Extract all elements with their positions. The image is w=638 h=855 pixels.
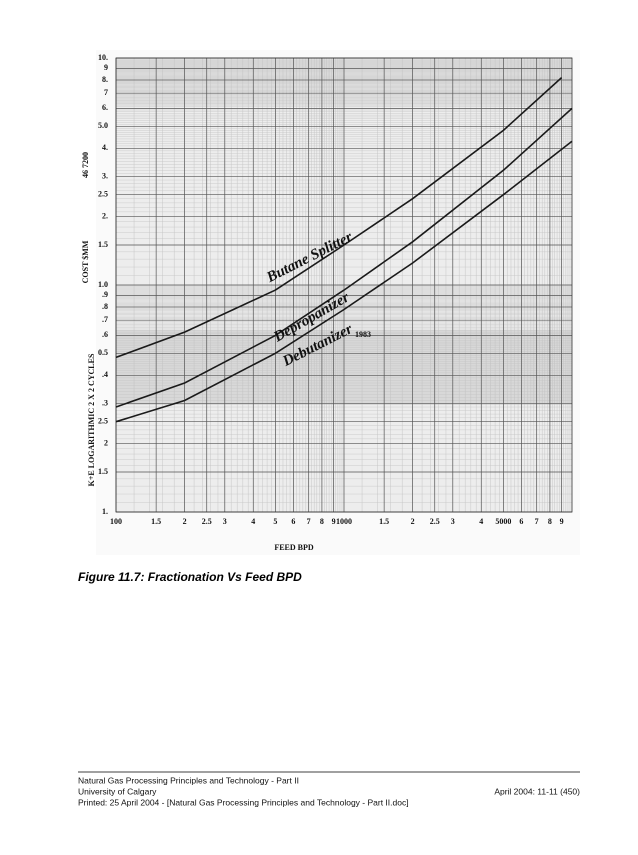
y-tick-label: .4 [102, 370, 108, 379]
y-tick-label: .7 [102, 315, 108, 324]
y-tick-label: .8 [102, 302, 108, 311]
footer-line: Printed: 25 April 2004 - [Natural Gas Pr… [78, 797, 409, 807]
x-tick-label: 9 [332, 517, 336, 526]
y-tick-label: 10. [98, 53, 108, 62]
footer-line: Natural Gas Processing Principles and Te… [78, 775, 299, 785]
y-tick-label: 4. [102, 143, 108, 152]
side-note: K+E LOGARITHMIC 2 X 2 CYCLES [87, 353, 96, 486]
x-tick-label: 1000 [336, 517, 352, 526]
y-tick-label: 1. [102, 507, 108, 516]
y-tick-label: 3. [102, 172, 108, 181]
x-tick-label: 3 [451, 517, 455, 526]
y-tick-label: 7 [104, 88, 108, 97]
side-note: 46 7200 [81, 152, 90, 178]
x-tick-label: 5000 [495, 517, 511, 526]
footer-line: University of Calgary [78, 786, 157, 796]
y-tick-label: 9 [104, 63, 108, 72]
caption: Figure 11.7: Fractionation Vs Feed BPD [78, 570, 302, 584]
x-tick-label: 1.5 [151, 517, 161, 526]
x-tick-label: 1.5 [379, 517, 389, 526]
y-tick-label: 1.5 [98, 467, 108, 476]
footer-right: April 2004: 11-11 (450) [494, 786, 580, 796]
y-axis-label: COST $MM [81, 240, 90, 283]
x-tick-label: 9 [560, 517, 564, 526]
x-tick-label: 3 [223, 517, 227, 526]
x-axis-label: FEED BPD [274, 543, 314, 552]
curve [115, 140, 573, 423]
x-tick-label: 2 [411, 517, 415, 526]
x-tick-label: 8 [548, 517, 552, 526]
y-tick-label: 6. [102, 103, 108, 112]
x-tick-label: 7 [535, 517, 539, 526]
x-tick-label: 7 [307, 517, 311, 526]
x-tick-label: 8 [320, 517, 324, 526]
y-tick-label: 1.0 [98, 280, 108, 289]
x-tick-label: 100 [110, 517, 122, 526]
y-tick-label: 2. [102, 211, 108, 220]
y-tick-label: .9 [102, 290, 108, 299]
x-tick-label: 2 [183, 517, 187, 526]
y-tick-label: 8. [102, 75, 108, 84]
y-tick-label: .6 [102, 330, 108, 339]
y-tick-label: .3 [102, 399, 108, 408]
x-tick-label: 6 [291, 517, 295, 526]
curve [115, 107, 573, 408]
curve [115, 77, 563, 359]
x-tick-label: 5 [273, 517, 277, 526]
plot-frame [115, 57, 573, 513]
y-tick-label: 5.0 [98, 121, 108, 130]
y-tick-label: 1.5 [98, 240, 108, 249]
x-tick-label: 4 [251, 517, 255, 526]
x-tick-label: 6 [519, 517, 523, 526]
y-tick-label: 2 [104, 438, 108, 447]
y-tick-label: 2.5 [98, 416, 108, 425]
x-tick-label: 4 [479, 517, 483, 526]
annotation: 1983 [355, 330, 371, 339]
figure: 100 1.5 2 2.5 3 4 5 6 7 8 9 1000 1.5 2 2.5 3 4 5000 6 7 8 910… [81, 53, 573, 552]
y-tick-label: 2.5 [98, 189, 108, 198]
y-tick-label: 0.5 [98, 348, 108, 357]
x-tick-label: 2.5 [430, 517, 440, 526]
x-tick-label: 2.5 [202, 517, 212, 526]
